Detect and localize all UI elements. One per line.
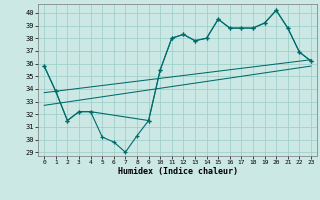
X-axis label: Humidex (Indice chaleur): Humidex (Indice chaleur) — [118, 167, 238, 176]
